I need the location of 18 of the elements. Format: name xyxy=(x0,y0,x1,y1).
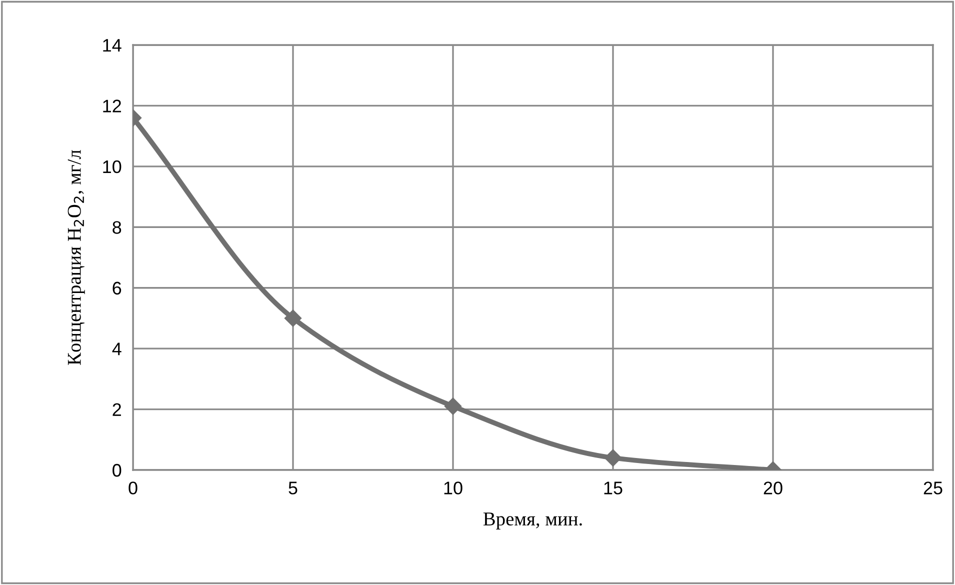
y-tick-label: 14 xyxy=(103,39,122,52)
y-tick-label: 4 xyxy=(112,342,122,356)
y-axis-title: Концентрация H$_{2}$O$_{2}$, мг/л xyxy=(68,150,85,365)
y-tick-label: 6 xyxy=(112,282,122,295)
x-tick-label: 0 xyxy=(128,482,138,494)
x-axis-title: Время, мин. xyxy=(483,512,582,530)
y-tick-label: 10 xyxy=(103,160,122,174)
x-tick-label: 25 xyxy=(924,482,942,494)
y-tick-label: 0 xyxy=(112,464,122,477)
x-tick-label: 20 xyxy=(764,482,782,494)
y-tick-label: 2 xyxy=(112,403,121,416)
y-tick-label: 8 xyxy=(112,221,122,234)
x-tick-label: 5 xyxy=(288,482,298,494)
x-tick-label: 10 xyxy=(444,482,462,494)
point xyxy=(604,449,622,466)
x-tick-label: 15 xyxy=(604,482,622,494)
y-tick-label: 12 xyxy=(103,100,121,112)
point xyxy=(444,398,462,415)
